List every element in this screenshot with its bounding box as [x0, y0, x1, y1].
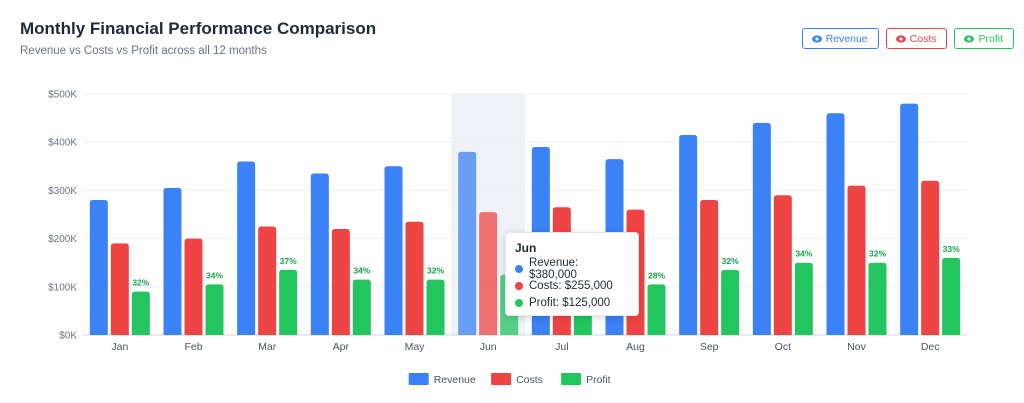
x-tick-label: Oct — [775, 341, 791, 353]
y-tick-label: $300K — [48, 186, 77, 197]
profit-margin-label: 32% — [427, 266, 444, 276]
tooltip-row-costs: Costs: $255,000 — [515, 277, 629, 294]
costs-bar — [331, 228, 350, 335]
revenue-dot-icon — [515, 264, 523, 273]
x-tick-label: Mar — [258, 341, 277, 353]
profit-toggle-button[interactable]: Profit — [954, 28, 1014, 49]
costs-bar — [700, 200, 719, 335]
profit-dot-icon — [515, 298, 523, 307]
profit-toggle-label: Profit — [978, 32, 1003, 45]
legend-swatch — [561, 373, 582, 385]
x-tick-label: Dec — [921, 341, 940, 353]
profit-bar — [426, 279, 445, 335]
revenue-bar — [826, 113, 845, 335]
costs-bar — [479, 212, 498, 335]
revenue-bar — [163, 187, 182, 335]
x-tick-label: Jan — [111, 341, 128, 353]
x-tick-label: Aug — [626, 341, 645, 353]
tooltip-title: Jun — [515, 241, 537, 255]
profit-bar — [352, 279, 371, 335]
eye-icon — [811, 34, 822, 43]
legend-label: Profit — [586, 374, 611, 386]
eye-icon — [895, 34, 906, 43]
x-tick-label: Nov — [847, 341, 866, 353]
profit-bar — [868, 262, 887, 335]
profit-margin-label: 28% — [648, 270, 665, 280]
y-tick-label: $0K — [59, 331, 77, 342]
legend-swatch — [408, 373, 429, 385]
profit-margin-label: 34% — [353, 266, 370, 276]
profit-margin-label: 34% — [795, 249, 812, 259]
series-toggle-group: Revenue Costs Profit — [801, 28, 1014, 49]
tooltip-profit-text: Profit: $125,000 — [529, 296, 611, 309]
revenue-bar — [89, 200, 108, 335]
costs-toggle-button[interactable]: Costs — [885, 28, 948, 49]
revenue-toggle-label: Revenue — [825, 32, 868, 45]
x-tick-label: Feb — [184, 341, 202, 353]
costs-bar — [184, 238, 203, 335]
legend-swatch — [491, 373, 512, 385]
revenue-bar — [310, 173, 329, 335]
y-tick-label: $400K — [48, 138, 77, 149]
y-tick-label: $500K — [48, 90, 77, 101]
profit-bar — [131, 291, 150, 335]
tooltip-row-revenue: Revenue: $380,000 — [515, 257, 629, 281]
costs-bar — [110, 243, 129, 335]
profit-margin-label: 32% — [132, 278, 149, 288]
revenue-bar — [384, 166, 403, 335]
x-tick-label: Sep — [700, 341, 719, 353]
revenue-bar — [752, 122, 771, 335]
x-tick-label: May — [405, 341, 426, 353]
costs-dot-icon — [515, 281, 523, 290]
legend-label: Costs — [516, 374, 543, 386]
revenue-bar — [458, 151, 477, 335]
revenue-bar — [900, 103, 919, 335]
costs-bar — [773, 195, 792, 335]
x-tick-label: Jun — [480, 341, 497, 353]
chart-subtitle: Revenue vs Costs vs Profit across all 12… — [20, 45, 267, 57]
chart-tooltip: Jun Revenue: $380,000 Costs: $255,000 Pr… — [505, 232, 639, 316]
x-tick-label: Jul — [555, 341, 568, 353]
costs-bar — [405, 221, 424, 335]
profit-bar — [647, 284, 666, 335]
costs-toggle-label: Costs — [909, 32, 937, 45]
revenue-bar — [679, 134, 698, 335]
x-tick-label: Apr — [333, 341, 350, 353]
profit-margin-label: 32% — [869, 249, 886, 259]
y-tick-label: $100K — [48, 282, 77, 293]
profit-margin-label: 34% — [206, 270, 223, 280]
y-tick-label: $200K — [48, 234, 77, 245]
tooltip-revenue-text: Revenue: $380,000 — [528, 256, 579, 281]
profit-bar — [721, 269, 740, 335]
costs-bar — [847, 185, 866, 335]
costs-bar — [921, 180, 940, 335]
tooltip-costs-text: Costs: $255,000 — [529, 279, 613, 292]
revenue-bar — [237, 161, 256, 335]
profit-margin-label: 32% — [722, 256, 739, 266]
costs-bar — [258, 226, 277, 335]
legend-label: Revenue — [434, 374, 476, 386]
profit-margin-label: 33% — [943, 244, 960, 254]
profit-margin-label: 37% — [280, 256, 297, 266]
profit-bar — [205, 284, 224, 335]
profit-bar — [942, 257, 961, 335]
profit-bar — [279, 269, 298, 335]
revenue-toggle-button[interactable]: Revenue — [801, 28, 879, 49]
profit-bar — [794, 262, 813, 335]
chart-title: Monthly Financial Performance Comparison — [20, 19, 377, 38]
eye-icon — [964, 34, 975, 43]
tooltip-row-profit: Profit: $125,000 — [515, 294, 629, 311]
